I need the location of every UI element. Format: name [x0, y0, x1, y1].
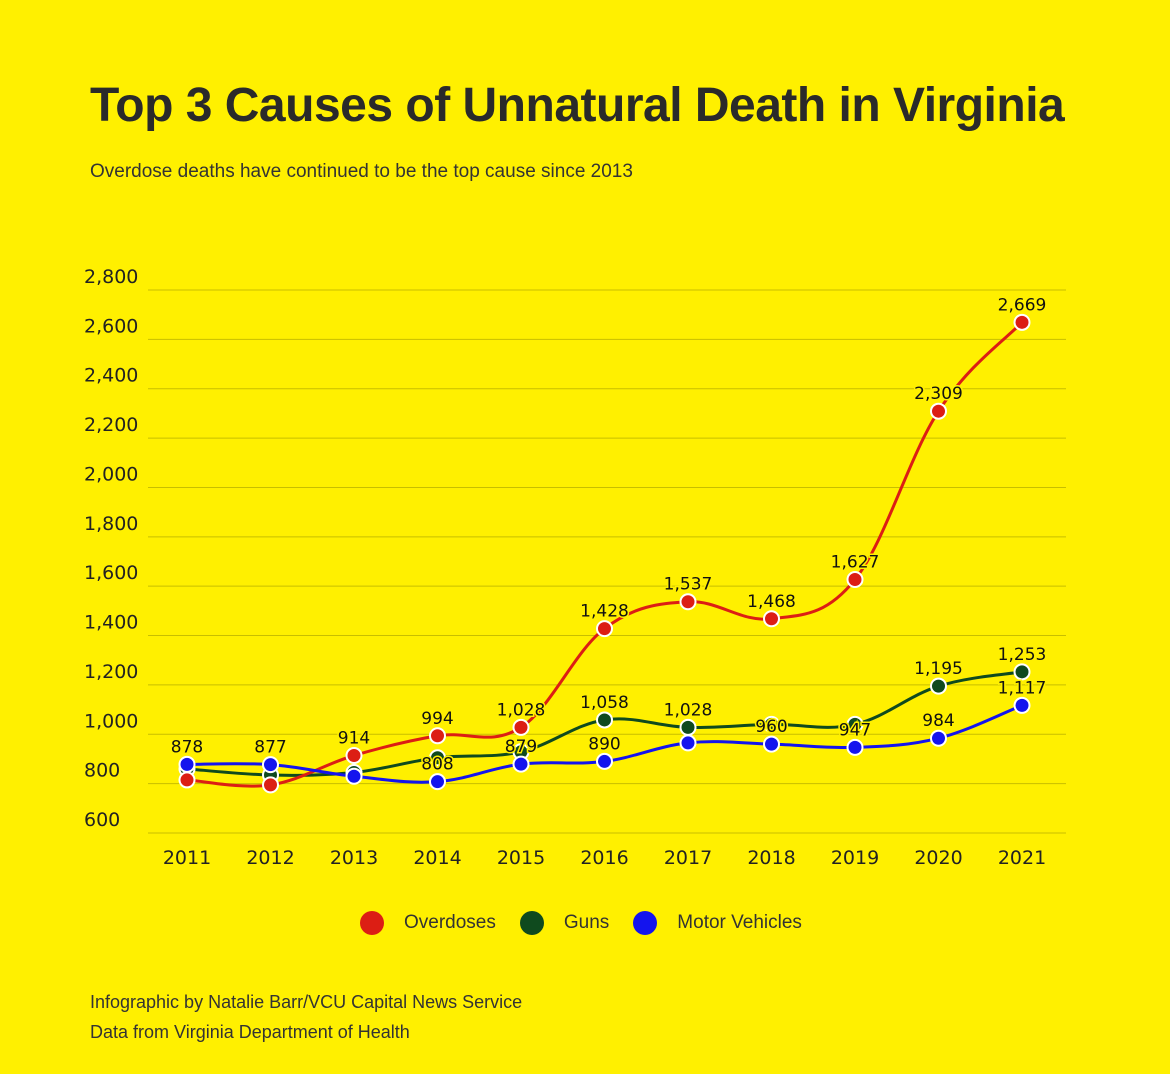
- data-point-motor-vehicles[interactable]: [596, 752, 613, 770]
- chart-subtitle: Overdose deaths have continued to be the…: [90, 161, 633, 182]
- data-label-guns: 1,195: [914, 659, 963, 679]
- data-label-guns: 1,058: [580, 693, 629, 713]
- data-label-overdoses: 1,028: [497, 700, 546, 720]
- data-point-overdoses[interactable]: [262, 776, 279, 794]
- data-label-overdoses: 2,309: [914, 384, 963, 404]
- data-label-motor-vehicles: 947: [839, 720, 871, 740]
- data-label-overdoses: 1,468: [747, 592, 796, 612]
- data-label-motor-vehicles: 879: [505, 737, 537, 757]
- data-point-motor-vehicles[interactable]: [512, 755, 530, 773]
- data-point-motor-vehicles[interactable]: [429, 773, 446, 791]
- y-axis-ticks: 600 800 1,000 1,200 1,400 1,600 1,800 2,000 2,20…: [84, 266, 138, 831]
- data-label-motor-vehicles: 808: [421, 755, 453, 775]
- x-tick-label: 2012: [246, 847, 294, 869]
- data-point-overdoses[interactable]: [345, 746, 363, 764]
- series-points: [178, 313, 1031, 794]
- data-point-overdoses[interactable]: [178, 771, 196, 789]
- legend-label-guns: Guns: [563, 912, 610, 933]
- x-tick-label: 2020: [914, 847, 962, 869]
- data-label-motor-vehicles: 960: [755, 717, 787, 737]
- x-tick-label: 2017: [664, 847, 712, 869]
- gridlines: [148, 289, 1066, 834]
- legend-swatch-overdoses: [360, 911, 384, 935]
- data-point-overdoses[interactable]: [679, 593, 697, 611]
- y-tick-label: 1,000: [84, 710, 138, 732]
- series-line-overdoses: [186, 321, 1024, 788]
- legend-item-guns[interactable]: Guns: [519, 911, 610, 935]
- y-tick-label: 2,800: [84, 266, 138, 288]
- legend: Overdoses Guns Motor Vehicles: [360, 911, 826, 935]
- x-axis-ticks: 2011 2012 2013 2014 2015 2016 2017 2018 2019 2020…: [163, 847, 1046, 869]
- data-point-motor-vehicles[interactable]: [930, 729, 947, 747]
- legend-label-overdoses: Overdoses: [404, 912, 496, 933]
- data-labels: 1,058 1,028 1,195 1,253 914 994 1,028 1,428 1,53…: [169, 294, 1048, 776]
- legend-swatch-motor-vehicles: [633, 911, 658, 935]
- data-label-motor-vehicles: 878: [171, 737, 203, 757]
- y-tick-label: 2,200: [84, 414, 138, 436]
- data-label-motor-vehicles: 984: [922, 711, 954, 731]
- data-point-overdoses[interactable]: [596, 620, 613, 638]
- data-label-overdoses: 1,627: [831, 553, 880, 573]
- data-point-overdoses[interactable]: [763, 610, 780, 628]
- data-point-motor-vehicles[interactable]: [178, 755, 196, 773]
- data-point-motor-vehicles[interactable]: [262, 756, 279, 774]
- data-point-guns[interactable]: [596, 711, 613, 729]
- y-tick-label: 2,400: [84, 365, 138, 387]
- x-tick-label: 2014: [413, 847, 461, 869]
- data-point-guns[interactable]: [1013, 663, 1031, 681]
- legend-item-motor-vehicles[interactable]: Motor Vehicles: [633, 911, 802, 935]
- data-point-motor-vehicles[interactable]: [763, 735, 780, 753]
- data-point-guns[interactable]: [679, 718, 697, 736]
- data-label-guns: 1,028: [664, 700, 713, 720]
- footer-source: Data from Virginia Department of Health: [90, 1022, 410, 1042]
- chart-title: Top 3 Causes of Unnatural Death in Virgi…: [90, 79, 1065, 132]
- legend-label-motor-vehicles: Motor Vehicles: [677, 912, 802, 933]
- x-tick-label: 2018: [747, 847, 795, 869]
- y-tick-label: 1,400: [84, 612, 138, 634]
- data-label-motor-vehicles: 877: [254, 738, 286, 758]
- data-label-guns: 1,253: [998, 645, 1047, 665]
- x-tick-label: 2011: [163, 847, 211, 869]
- data-point-overdoses[interactable]: [846, 571, 864, 589]
- x-tick-label: 2016: [580, 847, 628, 869]
- y-tick-label: 1,800: [84, 513, 138, 535]
- x-tick-label: 2013: [330, 847, 378, 869]
- data-point-guns[interactable]: [429, 749, 446, 767]
- data-point-guns[interactable]: [846, 715, 864, 733]
- data-point-overdoses[interactable]: [429, 727, 446, 745]
- data-label-overdoses: 2,669: [998, 295, 1047, 315]
- data-point-motor-vehicles[interactable]: [846, 738, 864, 756]
- y-tick-label: 1,200: [84, 661, 138, 683]
- data-point-motor-vehicles[interactable]: [1013, 696, 1031, 714]
- data-label-overdoses: 1,537: [664, 575, 713, 595]
- footer-credit: Infographic by Natalie Barr/VCU Capital …: [90, 992, 523, 1012]
- y-tick-label: 600: [84, 809, 120, 831]
- data-point-overdoses[interactable]: [1013, 313, 1031, 331]
- y-tick-label: 800: [84, 760, 120, 782]
- x-tick-label: 2019: [831, 847, 879, 869]
- x-tick-label: 2021: [998, 847, 1046, 869]
- data-point-guns[interactable]: [763, 715, 780, 733]
- y-tick-label: 1,600: [84, 562, 138, 584]
- data-point-overdoses[interactable]: [930, 402, 947, 420]
- y-tick-label: 2,600: [84, 315, 138, 337]
- legend-swatch-guns: [519, 911, 544, 935]
- data-point-motor-vehicles[interactable]: [679, 734, 697, 752]
- data-point-guns[interactable]: [930, 677, 947, 695]
- x-tick-label: 2015: [497, 847, 545, 869]
- data-point-motor-vehicles[interactable]: [345, 767, 363, 785]
- data-label-overdoses: 914: [338, 728, 370, 748]
- data-label-motor-vehicles: 890: [588, 734, 620, 754]
- data-label-motor-vehicles: 1,117: [998, 678, 1047, 698]
- data-label-overdoses: 1,428: [580, 602, 629, 622]
- y-tick-label: 2,000: [84, 463, 138, 485]
- data-point-overdoses[interactable]: [512, 718, 530, 736]
- data-label-overdoses: 994: [421, 709, 453, 729]
- legend-item-overdoses[interactable]: Overdoses: [360, 911, 496, 935]
